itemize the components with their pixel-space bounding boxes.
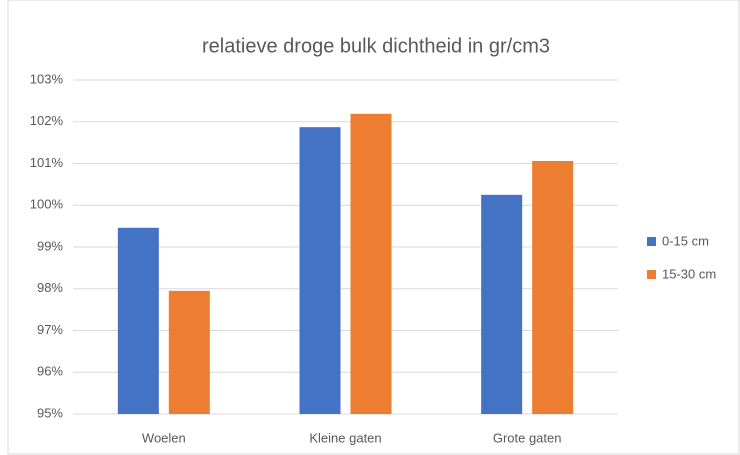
y-tick-label: 96%	[37, 364, 63, 379]
y-tick-label: 102%	[30, 113, 64, 128]
legend-label: 0-15 cm	[662, 233, 709, 248]
y-tick-label: 95%	[37, 405, 63, 420]
y-tick-label: 99%	[37, 238, 63, 253]
y-tick-label: 100%	[30, 197, 64, 212]
bar	[350, 113, 392, 414]
bar	[299, 127, 341, 415]
bar	[532, 160, 574, 414]
x-tick-label: Woelen	[142, 430, 186, 445]
legend-swatch	[647, 270, 656, 279]
chart-title: relatieve droge bulk dichtheid in gr/cm3	[202, 35, 550, 57]
y-tick-label: 103%	[30, 71, 64, 86]
y-tick-label: 97%	[37, 322, 63, 337]
x-tick-label: Kleine gaten	[309, 430, 381, 445]
bar	[117, 227, 159, 414]
bar	[168, 290, 210, 414]
y-tick-label: 98%	[37, 280, 63, 295]
bar	[481, 194, 523, 414]
x-tick-label: Grote gaten	[493, 430, 562, 445]
legend-label: 15-30 cm	[662, 266, 716, 281]
y-tick-label: 101%	[30, 155, 64, 170]
legend-swatch	[647, 237, 656, 246]
